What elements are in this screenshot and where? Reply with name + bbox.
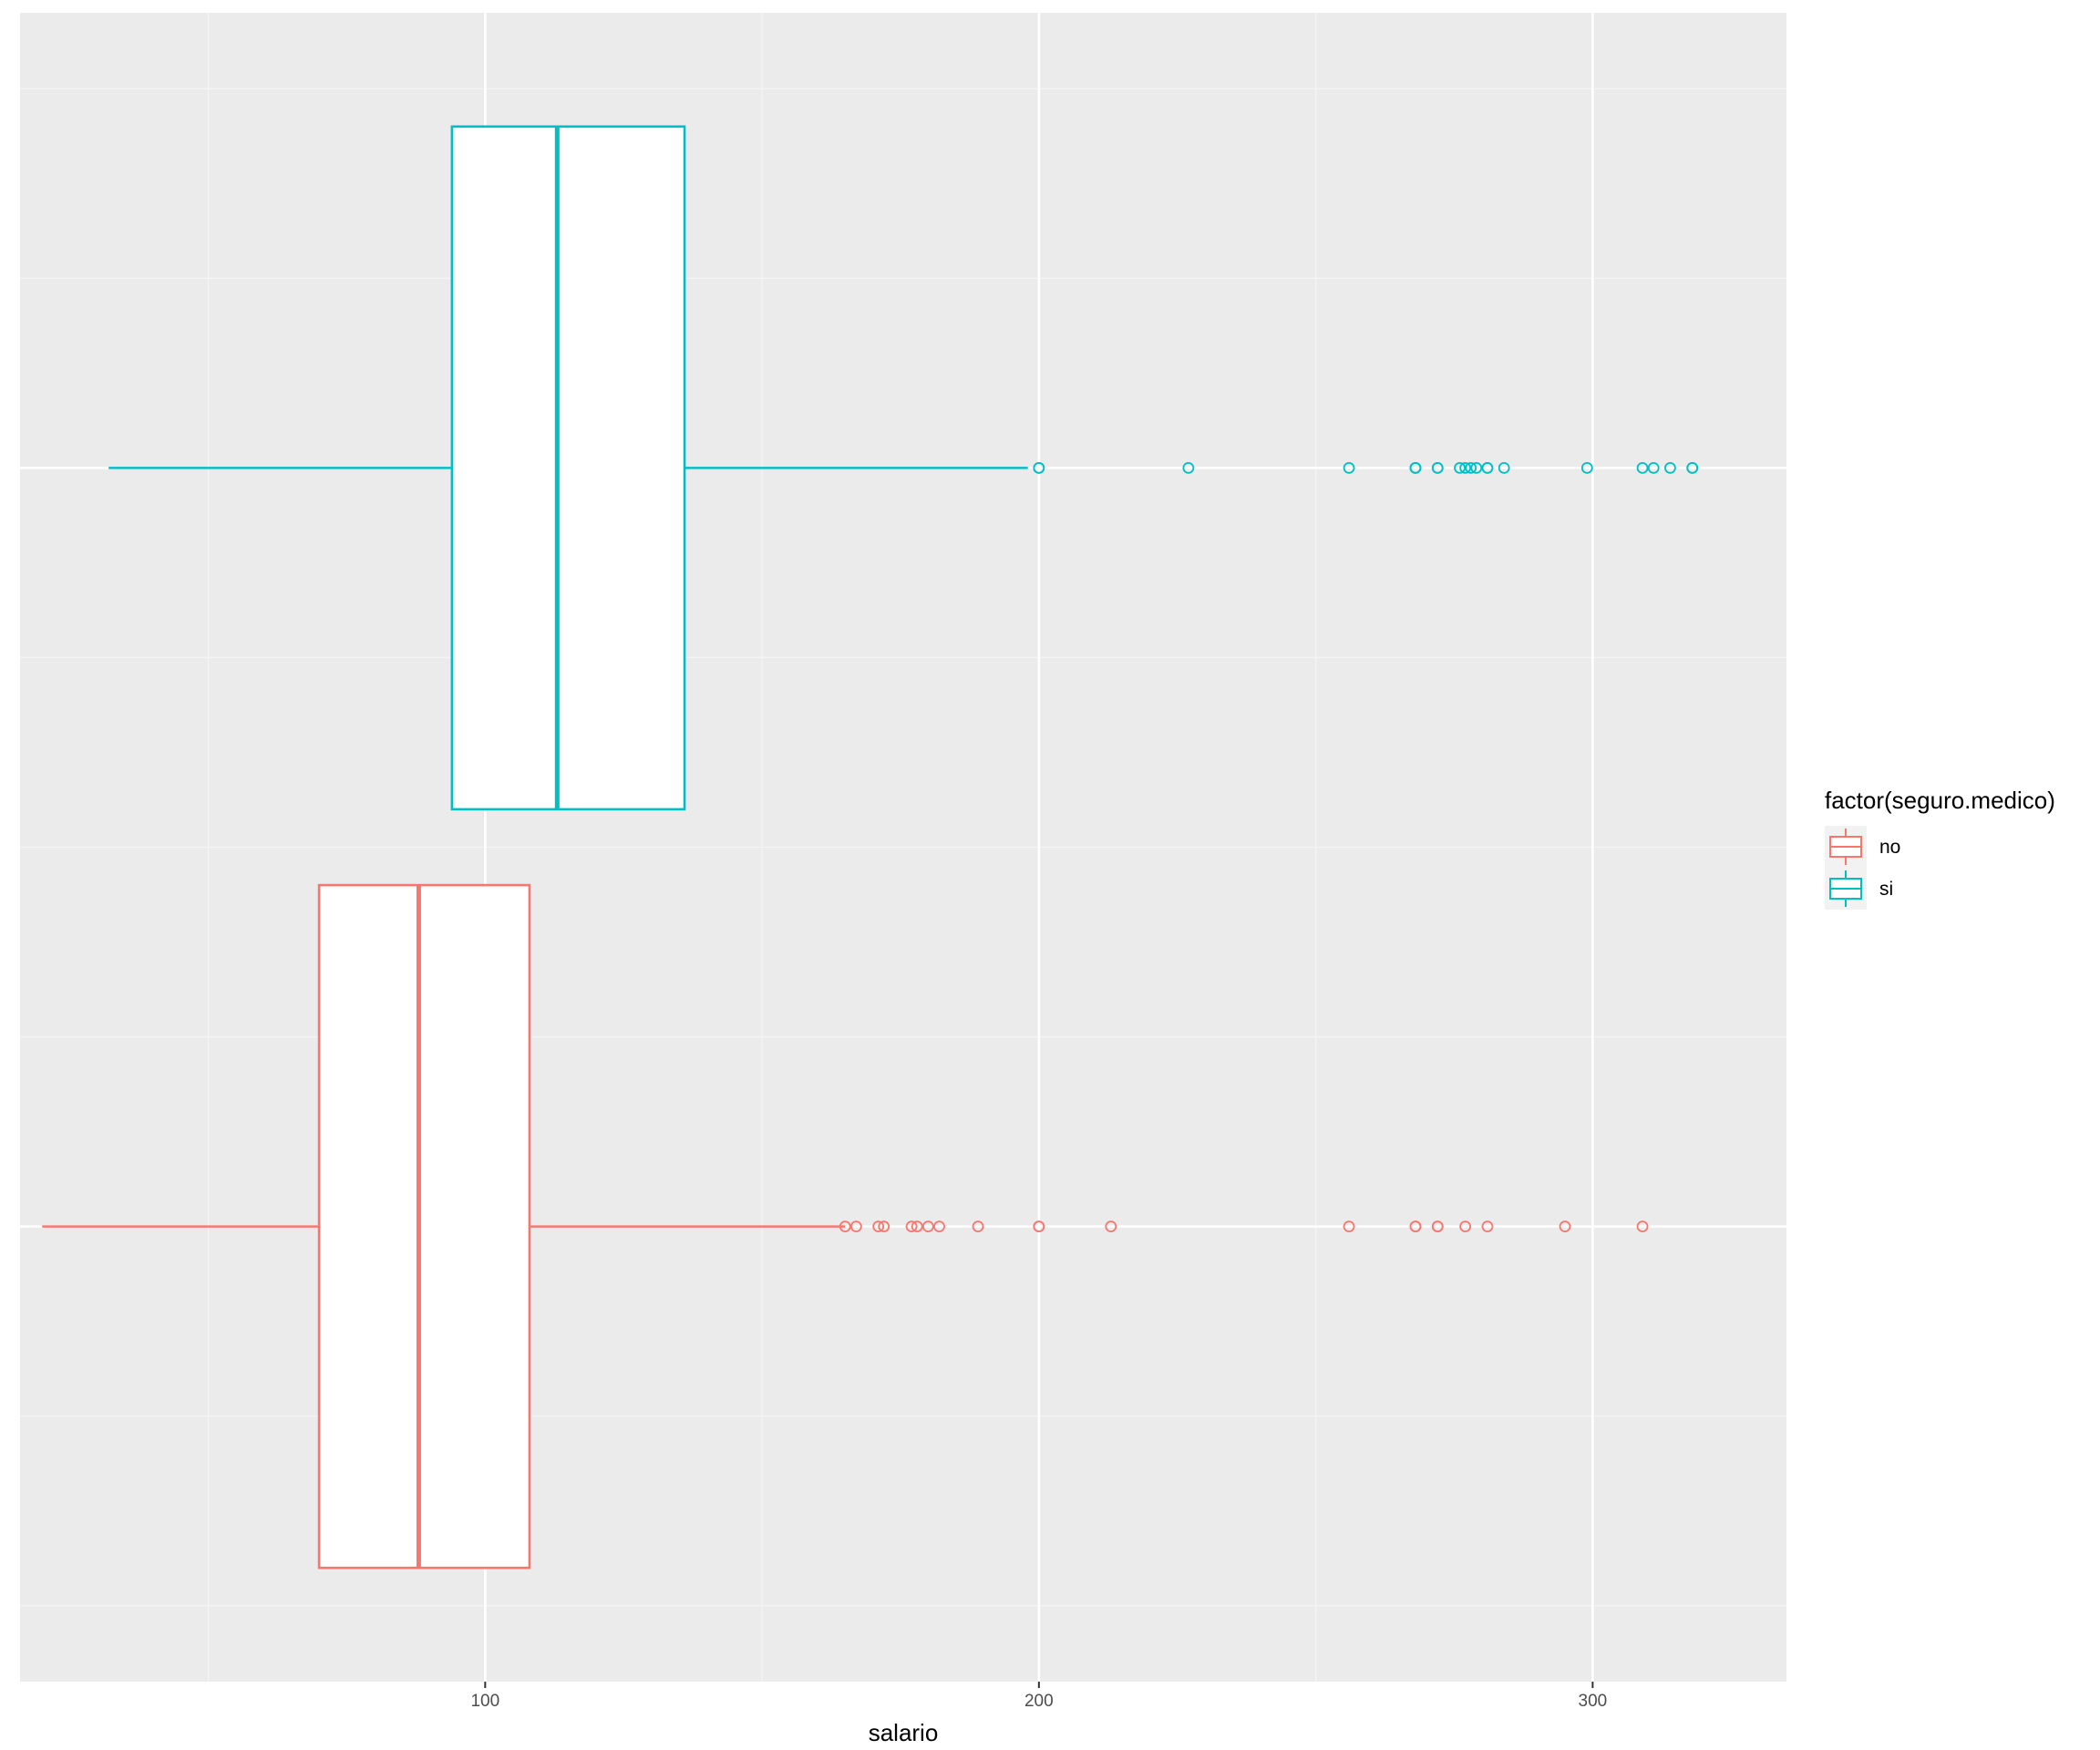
outlier-point	[1470, 461, 1483, 474]
outlier-point	[1459, 1220, 1472, 1233]
outlier-point	[872, 1220, 885, 1233]
x-tick-label: 100	[470, 1692, 499, 1711]
outlier-point	[878, 1220, 890, 1233]
outlier-point	[1459, 461, 1472, 474]
outlier-point	[1636, 1220, 1649, 1233]
boxplot-no	[42, 883, 1649, 1570]
legend-label-si: si	[1879, 879, 1893, 900]
outlier-point	[1636, 461, 1649, 474]
outlier-point	[1431, 461, 1444, 474]
outlier-point	[1481, 461, 1494, 474]
outlier-point	[1033, 461, 1045, 474]
legend-label-no: no	[1879, 837, 1900, 858]
outlier-point	[1409, 461, 1422, 474]
outlier-point	[1105, 1220, 1117, 1233]
outlier-point	[972, 1220, 984, 1233]
outlier-point	[1033, 1220, 1045, 1233]
x-axis: 100 200 300	[470, 1682, 1607, 1711]
x-tick-label: 300	[1579, 1692, 1608, 1711]
box	[450, 125, 686, 811]
outlier-point	[921, 1220, 934, 1233]
legend-key-si	[1825, 868, 1867, 910]
outlier-point	[933, 1220, 945, 1233]
outlier-point	[1647, 461, 1660, 474]
boxplots	[42, 125, 1699, 1570]
boxplot-si	[108, 125, 1699, 811]
outlier-point	[1686, 461, 1699, 474]
legend: factor(seguro.medico) no si	[1825, 787, 2055, 910]
legend-key-no	[1825, 826, 1867, 868]
outlier-point	[1454, 461, 1466, 474]
outlier-point	[849, 1220, 862, 1233]
box	[317, 883, 531, 1570]
outlier-point	[839, 1220, 851, 1233]
outlier-point	[911, 1220, 923, 1233]
outlier-point	[1465, 461, 1477, 474]
outlier-point	[1481, 1220, 1494, 1233]
outlier-point	[1498, 461, 1510, 474]
outlier-point	[1343, 461, 1355, 474]
x-axis-title: salario	[869, 1719, 939, 1746]
outlier-point	[1182, 461, 1195, 474]
outlier-point	[1580, 461, 1593, 474]
outlier-point	[1409, 1220, 1422, 1233]
legend-title: factor(seguro.medico)	[1825, 787, 2055, 814]
outlier-point	[1559, 1220, 1571, 1233]
outlier-point	[1431, 1220, 1444, 1233]
x-tick-label: 200	[1024, 1692, 1054, 1711]
outlier-point	[1664, 461, 1676, 474]
outlier-point	[905, 1220, 918, 1233]
outlier-point	[1343, 1220, 1355, 1233]
